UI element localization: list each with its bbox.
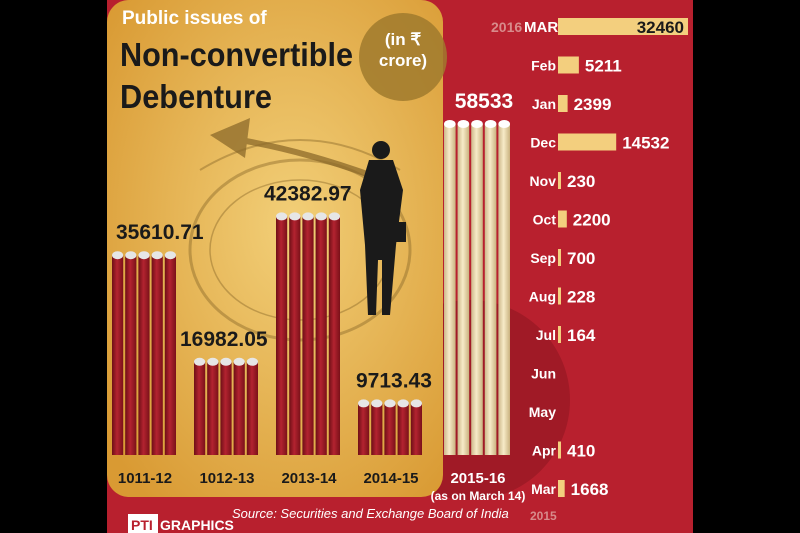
monthly-category-label: Dec (530, 135, 556, 151)
annual-labels: 35610.71 1011-12 16982.05 1012-13 42382.97 20… (116, 90, 525, 503)
monthly-value-label: 1668 (571, 480, 609, 499)
source-note: Source: Securities and Exchange Board of… (232, 506, 509, 521)
annual-bar-1011-12 (112, 251, 176, 455)
unit-label: (in ₹ (385, 30, 421, 49)
annual-value-label: 35610.71 (116, 221, 204, 244)
monthly-value-label: 228 (567, 288, 595, 307)
monthly-value-label: 32460 (637, 18, 684, 37)
monthly-value-label: 2399 (574, 95, 612, 114)
monthly-bar (558, 172, 561, 189)
annual-category-label: 2014-15 (363, 470, 418, 487)
monthly-category-label: Sep (530, 250, 556, 266)
monthly-bar (558, 326, 561, 343)
yellow-panel (107, 0, 443, 497)
businessman-silhouette-icon (360, 141, 406, 315)
annual-bar-1012-13 (194, 357, 258, 455)
annual-bars (112, 120, 511, 455)
annual-value-label: 42382.97 (264, 182, 352, 205)
monthly-row-May: May (529, 404, 556, 420)
svg-text:PTI: PTI (131, 517, 153, 533)
monthly-value-label: 2200 (573, 211, 611, 230)
annual-category-note: (as on March 14) (431, 489, 526, 503)
graphics-label: GRAPHICS (160, 517, 234, 533)
monthly-bars: MAR 32460 Feb 5211 Jan 2399 Dec 14532 Nov 230 Oct 2… (524, 18, 688, 499)
monthly-category-label: Jul (536, 327, 556, 343)
monthly-category-label: Aug (529, 289, 556, 305)
monthly-category-label: Jan (532, 96, 556, 112)
monthly-bar (558, 480, 565, 497)
monthly-bar (558, 95, 568, 112)
monthly-category-label: Jun (531, 366, 556, 382)
unit-badge (359, 13, 447, 101)
header-kicker: Public issues of (122, 8, 267, 29)
year-2016-label: 2016 (491, 19, 522, 35)
monthly-category-label: Mar (531, 481, 556, 497)
monthly-value-label: 5211 (585, 57, 622, 76)
monthly-bar (558, 18, 688, 35)
monthly-row-Nov: Nov 230 (530, 172, 595, 191)
monthly-category-label: Nov (530, 173, 557, 189)
monthly-bar (558, 249, 561, 266)
monthly-bar (558, 133, 617, 151)
monthly-bar (558, 56, 579, 74)
annual-bar-2014-15 (358, 399, 422, 455)
unit-label-line2: crore) (379, 51, 427, 70)
monthly-value-label: 410 (567, 442, 595, 461)
annual-value-label: 58533 (455, 90, 513, 113)
annual-category-label: 2015-16 (450, 470, 505, 487)
monthly-row-Apr: Apr 410 (532, 441, 595, 461)
up-arrow-icon (210, 118, 372, 178)
monthly-row-Jan: Jan 2399 (532, 95, 612, 114)
monthly-value-label: 164 (567, 326, 596, 345)
monthly-row-Aug: Aug 228 (529, 287, 595, 307)
annual-category-label: 1012-13 (199, 470, 254, 487)
monthly-row-Dec: Dec 14532 (530, 133, 669, 153)
monthly-value-label: 700 (567, 249, 595, 268)
monthly-category-label: Apr (532, 443, 557, 459)
page-title-line2: Debenture (120, 78, 272, 115)
monthly-row-Oct: Oct 2200 (533, 210, 611, 230)
monthly-category-label: MAR (524, 19, 558, 36)
annual-value-label: 9713.43 (356, 369, 432, 392)
page-title: Non-convertible (120, 36, 353, 73)
year-2015-label: 2015 (530, 509, 557, 523)
pti-logo: PTI GRAPHICS (128, 514, 234, 533)
monthly-row-MAR: MAR 32460 (524, 18, 688, 37)
monthly-row-Feb: Feb 5211 (531, 56, 622, 76)
monthly-category-label: Oct (533, 212, 557, 228)
monthly-bar (558, 287, 561, 305)
annual-category-label: 1011-12 (118, 470, 172, 487)
monthly-row-Jun: Jun (531, 366, 556, 382)
annual-category-label: 2013-14 (281, 470, 337, 487)
annual-value-label: 16982.05 (180, 328, 268, 351)
monthly-row-Sep: Sep 700 (530, 249, 595, 268)
monthly-value-label: 14532 (622, 134, 669, 153)
monthly-row-Jul: Jul 164 (536, 326, 596, 345)
monthly-bar (558, 210, 567, 228)
annual-bar-2015-16 (444, 120, 511, 455)
monthly-category-label: May (529, 404, 556, 420)
annual-bar-2013-14 (276, 212, 340, 455)
monthly-value-label: 230 (567, 172, 595, 191)
monthly-row-Mar: Mar 1668 (531, 480, 609, 499)
monthly-bar (558, 441, 561, 459)
monthly-category-label: Feb (531, 58, 556, 74)
